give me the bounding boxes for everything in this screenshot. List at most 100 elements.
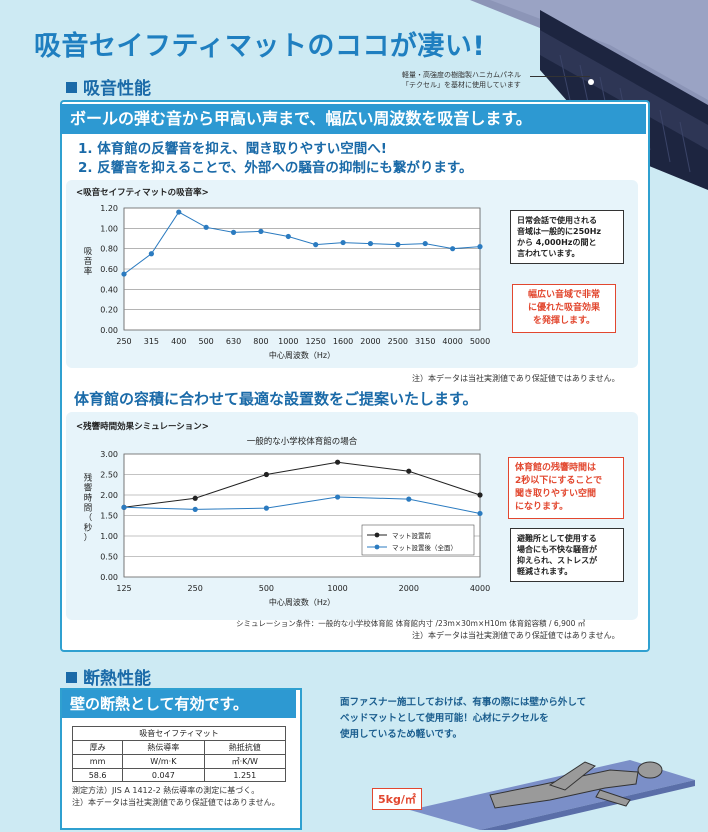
data-point <box>176 209 182 215</box>
points-list: 1. 体育館の反響音を抑え、聞き取りやすい空間へ! 2. 反響音を抑えることで、… <box>78 140 473 178</box>
x-tick-label: 4000 <box>470 584 490 593</box>
data-point <box>121 271 127 277</box>
y-axis-label: 時 <box>84 494 93 504</box>
callout3-line: 2秒以下にすることで <box>515 476 603 486</box>
absorption-chart: 0.00 0.20 0.40 0.60 0.80 1.00 1.20 250 315 400 500… <box>84 204 490 360</box>
legend-marker <box>374 532 380 538</box>
data-point <box>450 246 456 252</box>
data-point <box>477 244 483 250</box>
table-row: mm W/m·K ㎡·K/W <box>71 754 287 769</box>
data-point <box>313 242 319 248</box>
y-tick-label: 0.50 <box>100 553 118 562</box>
bed-mat-line: 使用しているため軽いです。 <box>340 729 462 740</box>
callout3-line: 体育館の残響時間は <box>515 463 597 473</box>
y-tick-label: 0.20 <box>100 306 118 315</box>
sim-condition: シミュレーション条件：一般的な小学校体育館 体育館内寸 /23m×30m×H10… <box>236 619 586 628</box>
reverb-chart: 0.00 0.50 1.00 1.50 2.00 2.50 3.00 125 250 500 100… <box>84 436 490 607</box>
table-header: 厚み <box>71 740 124 755</box>
y-tick-label: 1.20 <box>100 204 118 213</box>
insulation-notes: 測定方法）JIS A 1412-2 熱伝導率の測定に基づく。 注）本データは当社… <box>72 785 280 809</box>
y-tick-label: 0.40 <box>100 285 118 294</box>
callout-evacuation: 避難所として使用する 場合にも不快な騒音が 抑えられ、ストレスが 軽減されます。 <box>510 528 624 582</box>
insulation-table: 吸音セイフティマット 厚み 熱伝導率 熱抵抗値 mm W/m·K ㎡·K/W 5… <box>71 726 287 782</box>
data-point <box>148 251 154 257</box>
y-tick-label: 1.50 <box>100 512 118 521</box>
x-tick-label: 125 <box>116 584 131 593</box>
x-tick-label: 2000 <box>360 337 380 346</box>
y-tick-label: 1.00 <box>100 224 118 233</box>
y-axis-label: ） <box>84 533 93 544</box>
heading-square-icon <box>66 672 77 683</box>
x-tick-label: 315 <box>144 337 159 346</box>
y-axis-label: 吸 <box>84 247 93 257</box>
y-axis-label: 率 <box>84 266 93 277</box>
insulation-banner: 壁の断熱として有効です。 <box>62 690 296 718</box>
table-row: 58.6 0.047 1.251 <box>71 768 287 782</box>
page-title: 吸音セイフティマットのココが凄い! <box>34 31 486 62</box>
data-point <box>477 492 483 498</box>
callout-voice-range: 日常会話で使用される 音域は一般的に250Hz から 4,000Hzの間と 言わ… <box>510 210 624 264</box>
callout2-line: を発揮します。 <box>532 316 596 326</box>
callout4-line: 軽減されます。 <box>517 567 573 576</box>
y-tick-label: 0.80 <box>100 245 118 254</box>
insulation-note-2: 注）本データは当社実測値であり保証値ではありません。 <box>72 798 280 807</box>
x-axis-label: 中心周波数（Hz） <box>269 350 335 360</box>
data-point <box>258 228 264 234</box>
legend-box <box>361 524 475 556</box>
x-tick-label: 5000 <box>470 337 490 346</box>
y-axis-label: （ <box>84 513 93 524</box>
chart2-note: 注）本データは当社実測値であり保証値ではありません。 <box>412 631 620 640</box>
section-heading-insulation: 断熱性能 <box>66 664 151 689</box>
callout4-line: 避難所として使用する <box>517 534 597 543</box>
person-on-mat-image <box>410 760 695 830</box>
data-point <box>340 239 346 246</box>
placement-heading: 体育館の容積に合わせて最適な設置数をご提案いたします。 <box>74 390 478 408</box>
data-point <box>263 471 269 478</box>
callout4-line: 抑えられ、ストレスが <box>517 556 598 565</box>
section-heading-sound: 吸音性能 <box>66 74 151 99</box>
series-line <box>123 211 481 275</box>
x-tick-label: 1600 <box>333 337 353 346</box>
callout3-line: 聞き取りやすい空間 <box>515 489 597 499</box>
callout-reverb-target: 体育館の残響時間は 2秒以下にすることで 聞き取りやすい空間 になります。 <box>508 457 624 519</box>
chart1-caption: <吸音セイフティマットの吸音率> <box>76 188 209 198</box>
data-point <box>335 459 341 465</box>
y-tick-label: 3.00 <box>100 450 118 459</box>
callout2-line: 幅広い音域で非常 <box>527 290 600 300</box>
x-tick-label: 2000 <box>399 584 419 593</box>
y-axis-label: 秒 <box>84 523 93 534</box>
callout2-line: に優れた吸音効果 <box>527 303 600 313</box>
table-cell: 1.251 <box>203 768 287 782</box>
point-2: 2. 反響音を抑えることで、外部への騒音の抑制にも繋がります。 <box>78 160 473 176</box>
data-point <box>121 504 127 510</box>
y-axis-label: 響 <box>84 483 93 494</box>
chart2-caption: <残響時間効果シミュレーション> <box>76 422 209 432</box>
data-point <box>477 510 483 517</box>
table-header: 熱抵抗値 <box>203 740 287 755</box>
legend-label: マット設置前 <box>392 531 432 540</box>
y-tick-label: 0.60 <box>100 265 118 274</box>
x-tick-label: 500 <box>259 584 274 593</box>
table-unit: ㎡·K/W <box>203 754 287 769</box>
callout1-line: 言われています。 <box>517 249 580 258</box>
y-axis-label: 残 <box>84 473 93 484</box>
insulation-note-1: 測定方法）JIS A 1412-2 熱伝導率の測定に基づく。 <box>72 786 260 795</box>
table-title: 吸音セイフティマット <box>72 726 286 741</box>
heading-square-icon <box>66 82 77 93</box>
bed-mat-line: 面ファスナー施工しておけば、有事の際には壁から外して <box>340 697 587 708</box>
sound-banner: ボールの弾む音から甲高い声まで、幅広い周波数を吸音します。 <box>60 104 646 134</box>
y-tick-label: 1.00 <box>100 532 118 541</box>
data-point <box>406 468 412 474</box>
bed-mat-line: ベッドマットとして使用可能！心材にテクセルを <box>340 713 549 724</box>
mat-note-line1: 軽量・高強度の樹脂製ハニカムパネル <box>402 71 521 79</box>
legend-marker <box>374 544 380 550</box>
data-point <box>395 242 401 248</box>
y-axis-label: 間 <box>84 504 93 514</box>
x-tick-label: 500 <box>199 337 214 346</box>
data-point <box>406 496 412 502</box>
x-tick-label: 630 <box>226 337 241 346</box>
data-point <box>422 240 428 247</box>
x-tick-label: 250 <box>116 337 131 346</box>
table-row: 厚み 熱伝導率 熱抵抗値 <box>71 740 287 755</box>
table-header: 熱伝導率 <box>122 740 205 755</box>
